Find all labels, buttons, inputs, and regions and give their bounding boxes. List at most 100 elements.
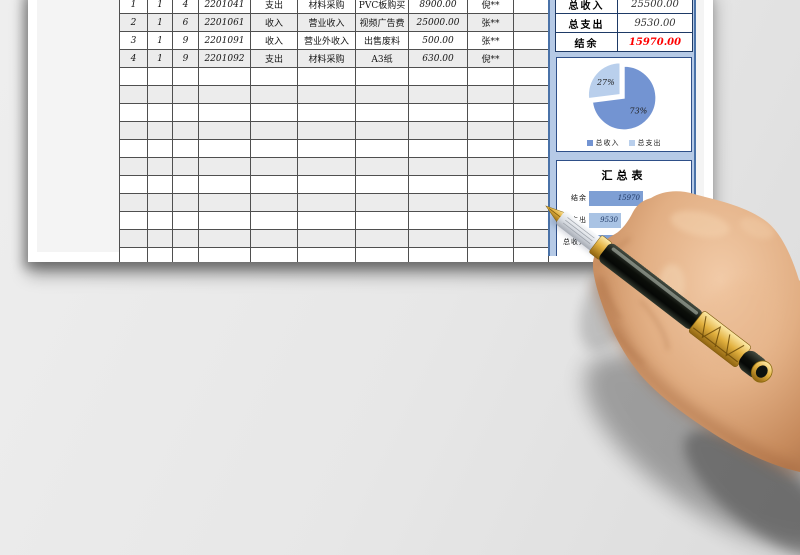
cell[interactable]: 材料采购 [297, 0, 356, 14]
cell[interactable] [467, 157, 514, 176]
cell[interactable]: 2201041 [198, 0, 251, 14]
cell[interactable] [250, 247, 298, 262]
cell[interactable]: 4 [172, 0, 199, 14]
cell[interactable]: 收入 [250, 13, 298, 32]
cell[interactable] [355, 85, 409, 104]
cell[interactable]: 3 [119, 31, 148, 50]
cell[interactable]: 500.00 [408, 31, 468, 50]
cell[interactable] [172, 121, 199, 140]
cell[interactable] [355, 139, 409, 158]
cell[interactable] [297, 247, 356, 262]
cell[interactable] [297, 67, 356, 86]
cell[interactable] [355, 67, 409, 86]
cell[interactable]: 材料采购 [297, 49, 356, 68]
cell[interactable]: 张** [467, 31, 514, 50]
cell[interactable] [408, 175, 468, 194]
cell[interactable]: 4 [119, 49, 148, 68]
cell[interactable] [198, 211, 251, 230]
cell[interactable] [119, 175, 148, 194]
cell[interactable] [513, 13, 549, 32]
cell[interactable] [408, 157, 468, 176]
cell[interactable]: 1 [147, 13, 173, 32]
summary-value[interactable]: 9530.00 [617, 13, 693, 33]
cell[interactable] [467, 121, 514, 140]
cell[interactable] [198, 103, 251, 122]
cell[interactable]: 视频广告费 [355, 13, 409, 32]
cell[interactable] [172, 211, 199, 230]
cell[interactable] [297, 193, 356, 212]
cell[interactable] [297, 85, 356, 104]
cell[interactable] [408, 121, 468, 140]
summary-value[interactable]: 25500.00 [617, 0, 693, 14]
cell[interactable] [250, 193, 298, 212]
cell[interactable]: 支出 [250, 0, 298, 14]
cell[interactable]: 8900.00 [408, 0, 468, 14]
cell[interactable] [198, 247, 251, 262]
cell[interactable] [250, 139, 298, 158]
cell[interactable] [513, 67, 549, 86]
cell[interactable] [172, 175, 199, 194]
cell[interactable] [198, 157, 251, 176]
cell[interactable] [467, 229, 514, 248]
cell[interactable] [172, 103, 199, 122]
cell[interactable] [147, 211, 173, 230]
cell[interactable]: 6 [172, 13, 199, 32]
cell[interactable] [467, 175, 514, 194]
cell[interactable] [513, 49, 549, 68]
cell[interactable] [172, 247, 199, 262]
cell[interactable] [467, 103, 514, 122]
cell[interactable]: 收入 [250, 31, 298, 50]
cell[interactable] [198, 175, 251, 194]
cell[interactable] [172, 193, 199, 212]
cell[interactable]: A3纸 [355, 49, 409, 68]
cell[interactable] [297, 121, 356, 140]
cell[interactable] [355, 247, 409, 262]
cell[interactable] [297, 157, 356, 176]
cell[interactable] [172, 139, 199, 158]
cell[interactable] [467, 85, 514, 104]
cell[interactable] [119, 121, 148, 140]
cell[interactable]: 支出 [250, 49, 298, 68]
cell[interactable] [119, 103, 148, 122]
cell[interactable] [408, 103, 468, 122]
cell[interactable] [172, 157, 199, 176]
cell[interactable] [513, 193, 549, 212]
cell[interactable] [119, 67, 148, 86]
cell[interactable] [408, 247, 468, 262]
cell[interactable]: 1 [119, 0, 148, 14]
cell[interactable]: 630.00 [408, 49, 468, 68]
cell[interactable]: PVC板购买 [355, 0, 409, 14]
cell[interactable]: 营业外收入 [297, 31, 356, 50]
cell[interactable]: 1 [147, 0, 173, 14]
cell[interactable] [119, 229, 148, 248]
cell[interactable] [147, 175, 173, 194]
cell[interactable] [297, 211, 356, 230]
cell[interactable]: 出售废料 [355, 31, 409, 50]
cell[interactable]: 9 [172, 49, 199, 68]
cell[interactable] [513, 0, 549, 14]
cell[interactable] [172, 85, 199, 104]
cell[interactable]: 营业收入 [297, 13, 356, 32]
cell[interactable] [408, 67, 468, 86]
cell[interactable]: 2 [119, 13, 148, 32]
cell[interactable] [147, 193, 173, 212]
cell[interactable] [119, 139, 148, 158]
cell[interactable] [147, 229, 173, 248]
cell[interactable] [119, 85, 148, 104]
cell[interactable] [250, 67, 298, 86]
cell[interactable] [467, 193, 514, 212]
cell[interactable] [250, 175, 298, 194]
cell[interactable] [250, 121, 298, 140]
cell[interactable] [513, 31, 549, 50]
cell[interactable] [147, 157, 173, 176]
cell[interactable] [198, 67, 251, 86]
cell[interactable]: 1 [147, 49, 173, 68]
cell[interactable] [198, 193, 251, 212]
cell[interactable] [513, 121, 549, 140]
cell[interactable]: 2201091 [198, 31, 251, 50]
cell[interactable] [467, 67, 514, 86]
cell[interactable] [250, 211, 298, 230]
cell[interactable] [198, 229, 251, 248]
cell[interactable] [408, 85, 468, 104]
cell[interactable] [172, 67, 199, 86]
